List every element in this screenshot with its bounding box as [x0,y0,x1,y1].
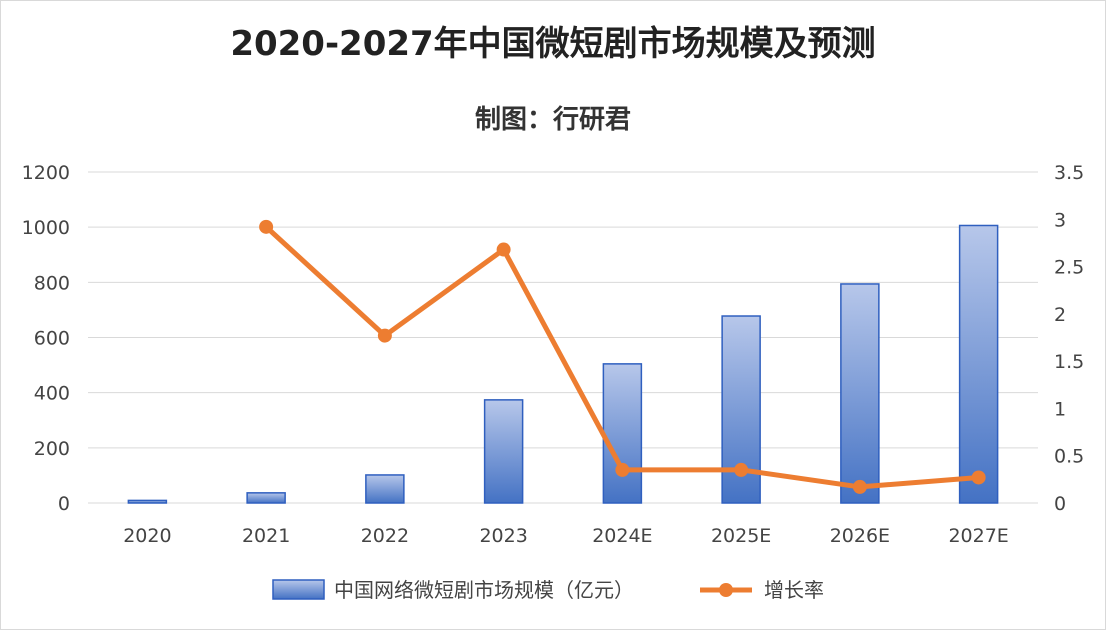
left-tick-label: 200 [34,438,70,460]
right-tick-label: 1 [1054,398,1066,420]
x-tick-label: 2022 [361,525,409,547]
bar [127,499,168,504]
bar [246,492,286,504]
legend-line-label: 增长率 [764,578,824,602]
left-tick-label: 600 [34,328,70,350]
left-axis-ticks: 0 200 400 600 800 1000 1200 [22,162,70,515]
line-series [259,219,986,494]
growth-point [734,462,749,477]
right-tick-label: 2.5 [1054,257,1084,279]
bar [958,224,999,504]
x-tick-label: 2024E [592,525,652,547]
right-tick-label: 3.5 [1054,162,1084,184]
x-axis-ticks: 2020 2021 2022 2023 2024E 2025E 2026E 2027E [123,525,1009,547]
right-tick-label: 0.5 [1054,446,1084,468]
x-tick-label: 2026E [830,525,890,547]
right-tick-label: 2 [1054,304,1066,326]
bar [365,474,405,504]
right-axis-ticks: 0 0.5 1 1.5 2 2.5 3 3.5 [1054,162,1084,515]
bar [840,283,880,504]
chart-subtitle: 制图：行研君 [475,104,631,135]
left-tick-label: 0 [58,493,70,515]
right-tick-label: 3 [1054,209,1066,231]
left-tick-label: 1200 [22,162,70,184]
left-tick-label: 1000 [22,217,70,239]
bar [483,399,524,504]
x-tick-label: 2025E [711,525,771,547]
legend: 中国网络微短剧市场规模（亿元） 增长率 [272,578,824,602]
x-tick-label: 2023 [479,525,527,547]
x-tick-label: 2020 [123,525,171,547]
growth-point [971,470,986,485]
growth-point [852,479,867,494]
bar-series [127,224,999,504]
growth-point [615,462,630,477]
chart-title: 2020-2027年中国微短剧市场规模及预测 [230,24,875,64]
right-tick-label: 1.5 [1054,351,1084,373]
legend-bar-swatch [272,579,325,600]
legend-line-marker [719,583,733,597]
legend-bar-label: 中国网络微短剧市场规模（亿元） [334,578,634,602]
growth-point [496,242,511,257]
right-tick-label: 0 [1054,493,1066,515]
growth-point [377,328,392,343]
growth-point [259,219,274,234]
bar [602,363,643,504]
x-tick-label: 2021 [242,525,290,547]
left-tick-label: 800 [34,272,70,294]
gridlines [88,171,1038,504]
left-tick-label: 400 [34,383,70,405]
x-tick-label: 2027E [948,525,1008,547]
